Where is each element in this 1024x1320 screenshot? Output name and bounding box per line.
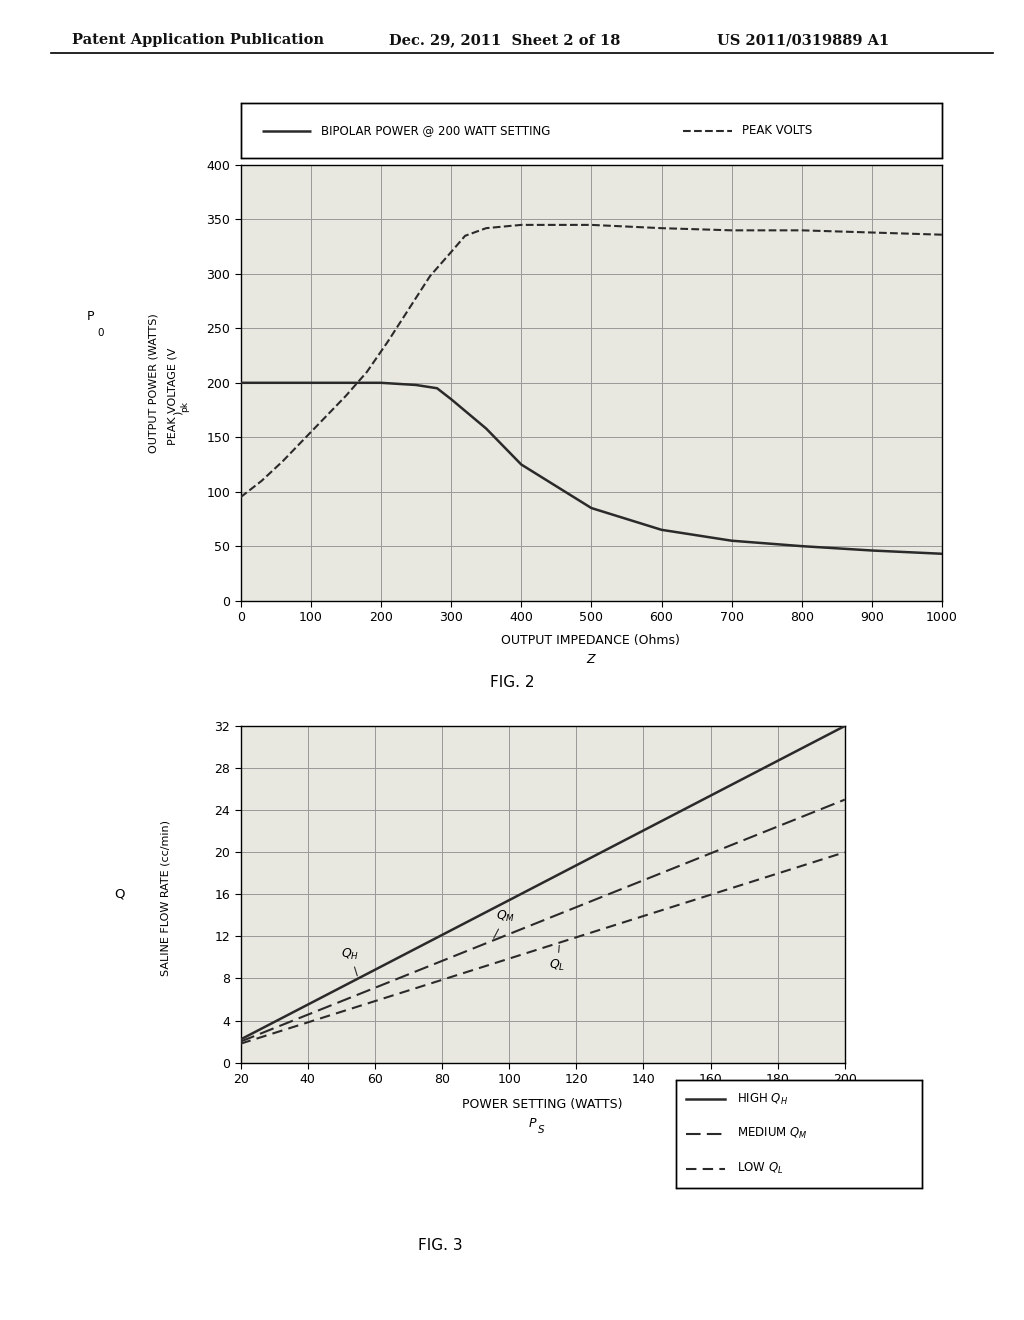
Text: 0: 0 <box>97 327 103 338</box>
Text: P: P <box>528 1117 536 1130</box>
Text: PEAK VOLTS: PEAK VOLTS <box>742 124 812 137</box>
Text: HIGH $Q_H$: HIGH $Q_H$ <box>737 1092 788 1106</box>
Text: OUTPUT POWER (WATTS): OUTPUT POWER (WATTS) <box>148 313 159 453</box>
Text: OUTPUT IMPEDANCE (Ohms): OUTPUT IMPEDANCE (Ohms) <box>502 634 680 647</box>
Text: FIG. 2: FIG. 2 <box>489 675 535 689</box>
Text: US 2011/0319889 A1: US 2011/0319889 A1 <box>717 33 889 48</box>
Text: BIPOLAR POWER @ 200 WATT SETTING: BIPOLAR POWER @ 200 WATT SETTING <box>322 124 551 137</box>
Text: Q: Q <box>115 887 125 900</box>
Text: $Q_M$: $Q_M$ <box>494 908 515 939</box>
Text: $Q_H$: $Q_H$ <box>341 946 359 975</box>
Text: PEAK VOLTAGE (V: PEAK VOLTAGE (V <box>167 347 177 445</box>
Text: Patent Application Publication: Patent Application Publication <box>72 33 324 48</box>
Text: SALINE FLOW RATE (cc/min): SALINE FLOW RATE (cc/min) <box>161 820 171 975</box>
Text: ): ) <box>172 411 182 416</box>
Text: P: P <box>86 310 94 323</box>
Text: pk: pk <box>180 401 188 412</box>
Text: MEDIUM $Q_M$: MEDIUM $Q_M$ <box>737 1126 808 1142</box>
Text: $Q_L$: $Q_L$ <box>550 945 565 973</box>
Text: Z: Z <box>587 653 595 667</box>
Text: POWER SETTING (WATTS): POWER SETTING (WATTS) <box>463 1098 623 1111</box>
Text: LOW $Q_L$: LOW $Q_L$ <box>737 1162 783 1176</box>
Text: FIG. 3: FIG. 3 <box>418 1238 463 1253</box>
Text: Dec. 29, 2011  Sheet 2 of 18: Dec. 29, 2011 Sheet 2 of 18 <box>389 33 621 48</box>
Text: S: S <box>538 1125 544 1135</box>
